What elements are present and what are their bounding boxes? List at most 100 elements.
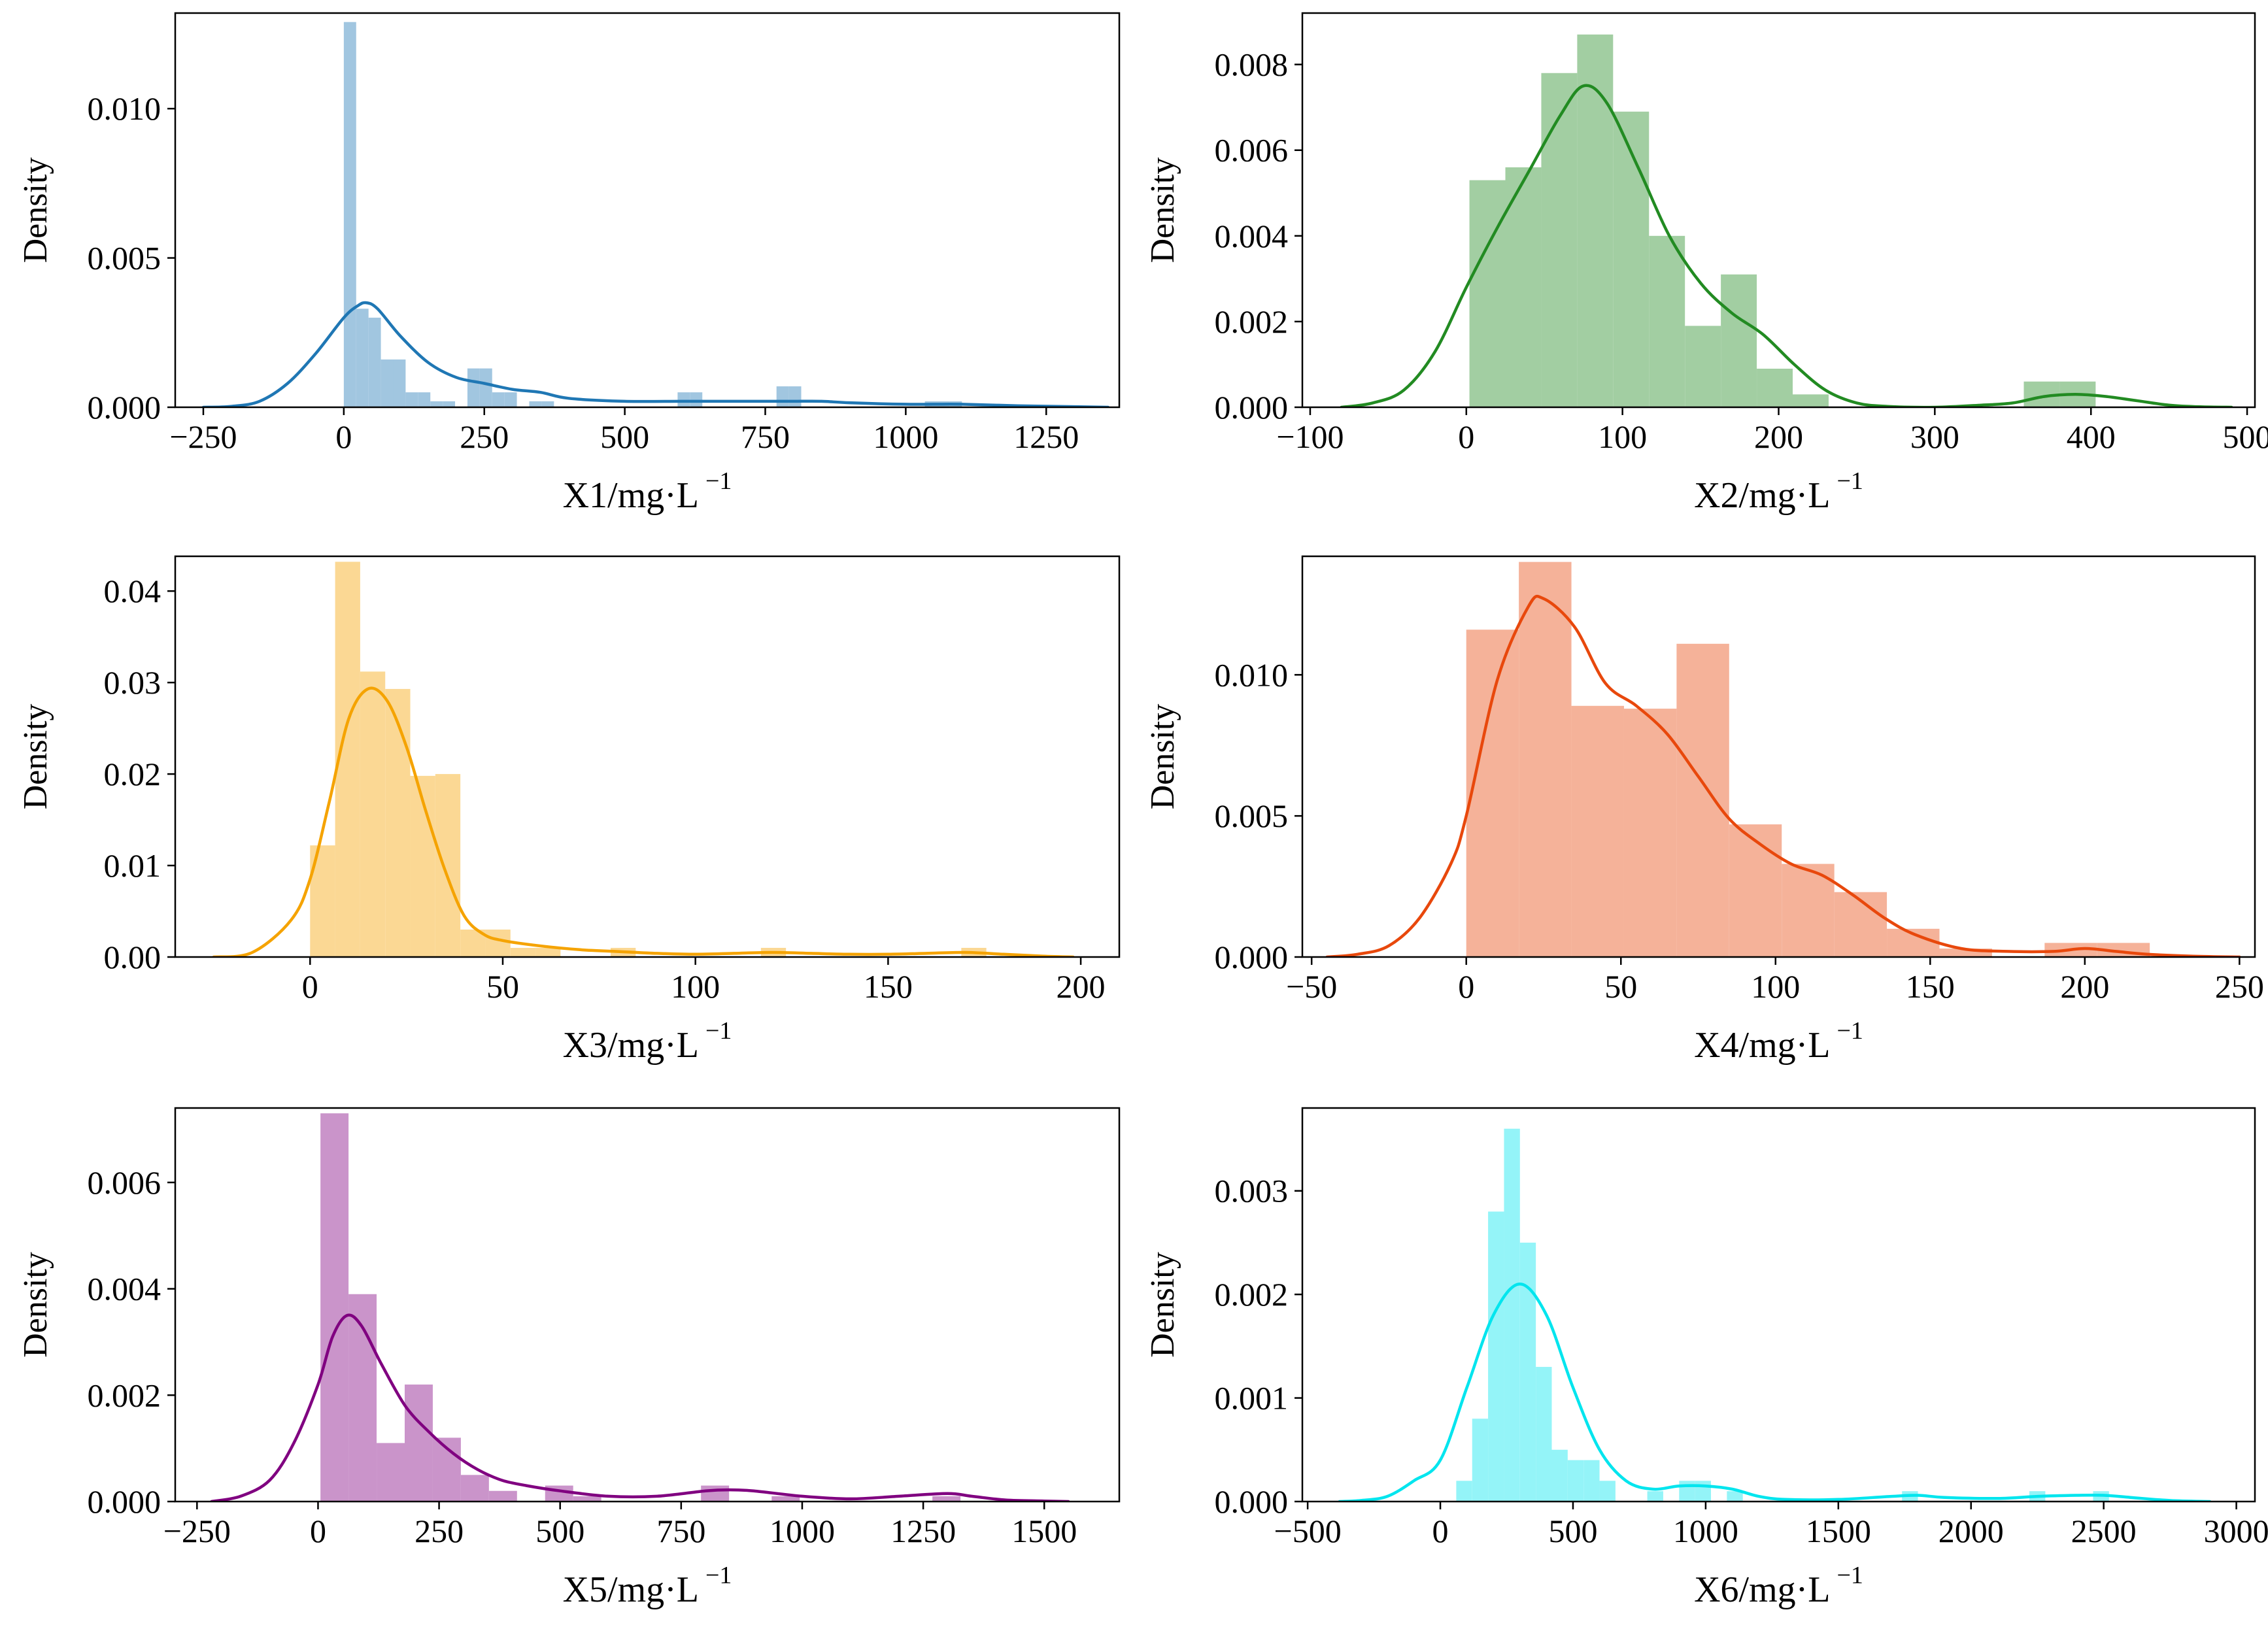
histogram-bar (1469, 180, 1506, 407)
x-axis-label-text: X5/mg·L (563, 1570, 699, 1610)
x-axis-label-text: X1/mg·L (563, 475, 699, 516)
histogram-bar (1834, 892, 1887, 957)
histogram-bar (776, 386, 789, 407)
x-tick-label: 300 (1910, 418, 1959, 455)
x-tick-label: 0 (335, 418, 352, 455)
kde-line (1340, 84, 2233, 407)
x-axis-label-superscript: −1 (705, 467, 732, 495)
x-axis-label-text: X2/mg·L (1694, 475, 1830, 516)
histogram-bar (1567, 1460, 1584, 1502)
axes-frame (1301, 555, 2256, 958)
x-tick-label: −250 (163, 1513, 231, 1549)
x-tick-label: 200 (2060, 968, 2109, 1005)
kde-line (1338, 1283, 2212, 1502)
histogram-bar (360, 671, 386, 957)
x-axis-label: X6/mg·L −1 (1694, 1562, 1863, 1610)
x-axis-label-superscript: −1 (705, 1562, 732, 1589)
y-tick-label: 0.006 (88, 1164, 161, 1201)
x-tick-label: 1000 (1673, 1513, 1738, 1549)
histogram-bars (1469, 34, 2096, 407)
x-axis-label-superscript: −1 (705, 1017, 732, 1045)
x-tick-label: 400 (2067, 418, 2116, 455)
x-tick-label: 100 (671, 968, 720, 1005)
histogram-bar (677, 392, 690, 407)
x-axis-label: X4/mg·L −1 (1694, 1017, 1863, 1066)
histogram-bar (479, 368, 492, 407)
x-tick-label: 100 (1751, 968, 1800, 1005)
histogram-bars (320, 1113, 961, 1502)
histogram-bar (701, 1485, 730, 1502)
x-tick-label: 250 (460, 418, 509, 455)
histogram-bar (485, 930, 511, 957)
y-tick-label: 0.004 (1215, 218, 1289, 254)
y-tick-label: 0.002 (1215, 303, 1289, 340)
y-tick-label: 0.002 (1215, 1276, 1289, 1313)
histogram-bar (393, 359, 406, 407)
x-tick-label: 250 (415, 1513, 464, 1549)
histogram-bar (1571, 705, 1624, 957)
histogram-bar (529, 401, 542, 407)
x-axis-label-superscript: −1 (1836, 1017, 1863, 1045)
histogram-bar (385, 688, 411, 957)
x-axis-label: X3/mg·L −1 (563, 1017, 732, 1066)
histogram-bars (343, 22, 962, 407)
histogram-bar (541, 401, 554, 407)
histogram-bar (771, 1496, 800, 1502)
histogram-bar (1504, 1128, 1520, 1502)
x-tick-label: 50 (1604, 968, 1637, 1005)
histogram-bars (310, 562, 987, 957)
axes-frame (174, 555, 1121, 958)
x-tick-label: 1000 (873, 418, 938, 455)
histogram-bar (1676, 643, 1729, 957)
y-tick-label: 0.02 (104, 756, 161, 792)
histogram-bar (690, 392, 703, 407)
y-tick-label: 0.001 (1215, 1380, 1289, 1417)
x-tick-label: 500 (1548, 1513, 1597, 1549)
x-axis-label-superscript: −1 (1836, 1562, 1863, 1589)
x-tick-label: 200 (1754, 418, 1803, 455)
x-tick-label: 500 (600, 418, 649, 455)
histogram-bar (788, 386, 802, 407)
x-tick-label: −100 (1276, 418, 1344, 455)
histogram-bar (467, 368, 480, 407)
y-tick-label: 0.000 (88, 389, 161, 426)
histogram-bar (1613, 111, 1650, 407)
histogram-bar (1488, 1211, 1504, 1502)
x-tick-label: 1000 (770, 1513, 835, 1549)
histogram-bar (1505, 167, 1542, 407)
histogram-bar (435, 774, 461, 957)
x-tick-label: 150 (1906, 968, 1955, 1005)
x-tick-label: 3000 (2204, 1513, 2268, 1549)
x-axis-label-text: X3/mg·L (563, 1025, 699, 1066)
histogram-bar (418, 392, 431, 407)
histogram-bar (1695, 1481, 1712, 1502)
histogram-bar (1472, 1419, 1489, 1502)
histogram-bar (1623, 709, 1677, 957)
histogram-bar (504, 392, 517, 407)
x-tick-label: 500 (535, 1513, 584, 1549)
x-tick-label: 200 (1057, 968, 1106, 1005)
histogram-bar (1721, 274, 1757, 407)
histogram-bar (492, 392, 505, 407)
x-axis-label: X5/mg·L −1 (563, 1562, 732, 1610)
y-tick-label: 0.002 (88, 1377, 161, 1413)
histogram-bar (1577, 34, 1614, 407)
histogram-bar (1727, 1491, 1743, 1502)
x-tick-label: 2500 (2071, 1513, 2137, 1549)
histogram-bar (1551, 1449, 1568, 1502)
histogram-bar (1685, 326, 1721, 407)
kde-line (1325, 594, 2241, 957)
histogram-bar (343, 22, 356, 407)
histogram-bar (1519, 1242, 1536, 1502)
histogram-bar (381, 359, 394, 407)
x-tick-label: −50 (1286, 968, 1337, 1005)
kde-line (212, 686, 1075, 957)
y-axis-label: Density (1144, 158, 1181, 263)
chart-panel-5: −250 0 250 500 750 1000 1250 1500 0.000 0.002 0.00… (17, 1107, 1121, 1610)
histogram-bar (488, 1490, 517, 1502)
y-axis-label: Density (1144, 704, 1181, 810)
histogram-bar (1757, 369, 1793, 407)
x-tick-label: 1250 (1013, 418, 1079, 455)
histogram-bar (1456, 1481, 1472, 1502)
